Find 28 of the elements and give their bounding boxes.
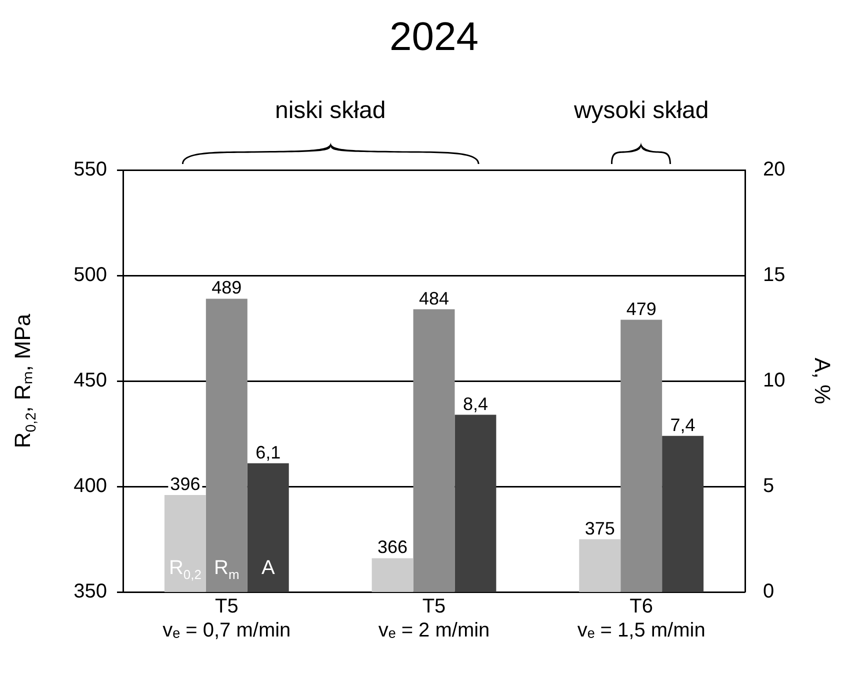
- data-label: 6,1: [256, 442, 281, 462]
- data-label: 8,4: [462, 394, 488, 414]
- x-tick-label: T6 vₑ = 1,5 m/min: [577, 596, 706, 642]
- chart-title: 2024: [390, 15, 478, 59]
- x-tick-label: T5 vₑ = 0,7 m/min: [162, 596, 291, 642]
- y2-tick-label: 5: [763, 475, 774, 498]
- y2-tick-label: 15: [763, 264, 786, 286]
- y-tick-label: 400: [74, 475, 107, 498]
- data-label: 484: [418, 288, 450, 308]
- x-tick-label: T5 vₑ = 2 m/min: [378, 596, 490, 642]
- y-axis-title: R0,2, Rₘ, MPa: [10, 313, 40, 448]
- data-label: 479: [626, 298, 656, 319]
- y-tick-label: 450: [74, 370, 107, 392]
- y-tick-label: 550: [74, 158, 107, 181]
- data-label: 375: [584, 518, 615, 538]
- data-label: 396: [170, 474, 200, 494]
- data-label: 366: [378, 537, 408, 558]
- y2-tick-label: 10: [763, 370, 786, 392]
- y-tick-label: 500: [74, 264, 107, 286]
- y2-tick-label: 20: [763, 158, 786, 181]
- y2-axis-title: A, %: [810, 358, 835, 404]
- text: niski skład: [274, 97, 386, 124]
- series-label: A: [261, 557, 276, 579]
- data-label: 489: [212, 278, 242, 298]
- text: wysoki skład: [572, 97, 709, 124]
- y-tick-label: 350: [74, 580, 107, 603]
- y2-tick-label: 0: [763, 580, 774, 603]
- data-label: 7,4: [670, 414, 696, 435]
